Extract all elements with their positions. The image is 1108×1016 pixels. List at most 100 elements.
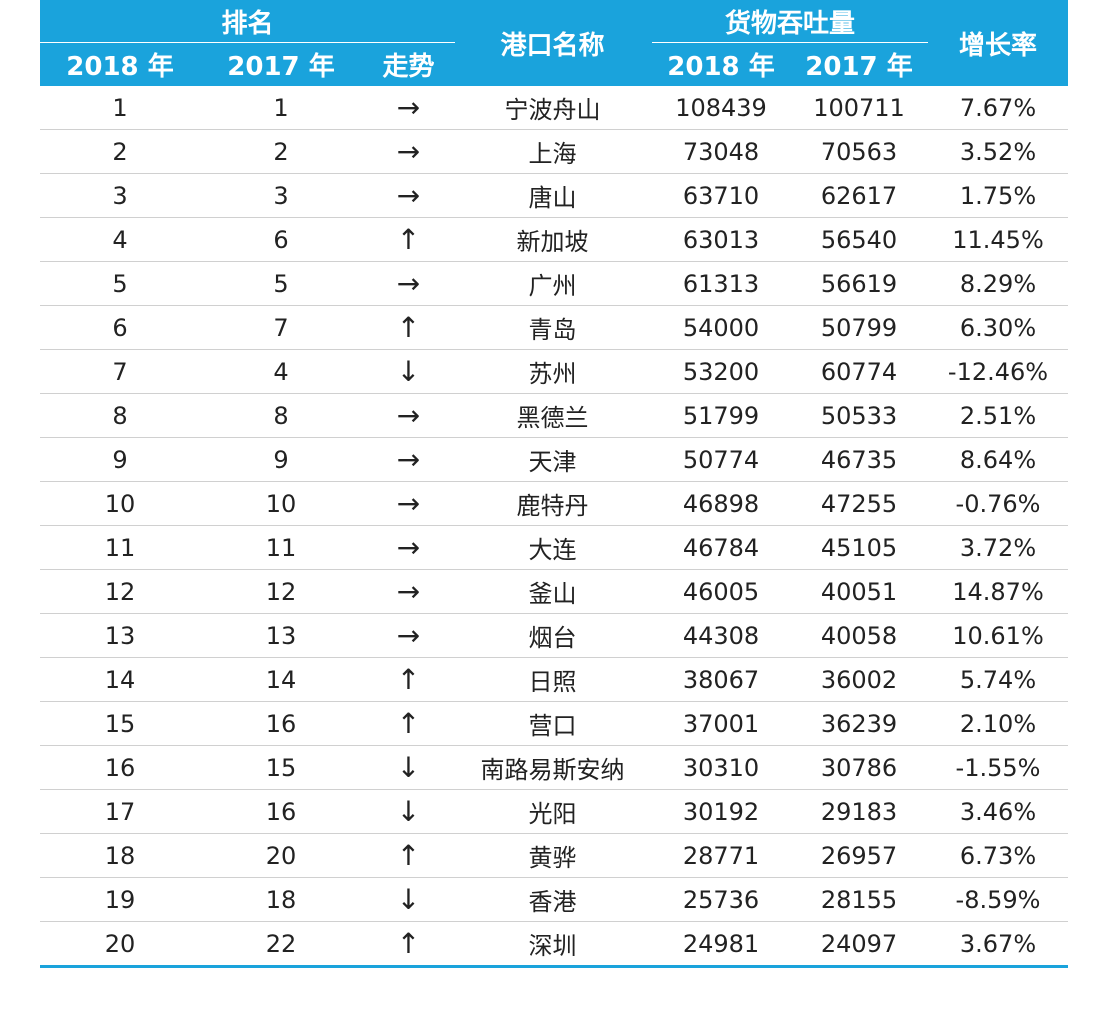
trend-arrow-icon: → [396, 135, 421, 168]
port-name-cell: 香港 [528, 888, 577, 916]
throughput-2017-cell: 30786 [820, 753, 898, 782]
throughput-2017-cell: 60774 [820, 357, 898, 386]
rank-2017-header: 2017 年 [227, 52, 335, 82]
throughput-2018-cell: 30192 [682, 797, 760, 826]
port-name-cell: 黑德兰 [516, 404, 589, 432]
rank-2018-cell: 9 [112, 445, 128, 474]
throughput-2017-cell: 40051 [820, 577, 898, 606]
growth-rate-cell: -1.55% [955, 753, 1041, 782]
growth-rate-cell: -12.46% [947, 357, 1049, 386]
growth-rate-cell: 2.51% [959, 401, 1037, 430]
port-name-cell: 釜山 [528, 580, 577, 608]
table-row: 17 16 ↓ 光阳 30192 29183 3.46% [40, 790, 1068, 834]
table-row: 20 22 ↑ 深圳 24981 24097 3.67% [40, 922, 1068, 965]
rank-2017-cell: 6 [273, 225, 289, 254]
rank-2018-cell: 7 [112, 357, 128, 386]
rank-2018-cell: 3 [112, 181, 128, 210]
rank-2017-cell: 2 [273, 137, 289, 166]
port-name-cell: 黄骅 [528, 844, 577, 872]
throughput-2017-cell: 50533 [820, 401, 898, 430]
port-name-cell: 青岛 [528, 316, 577, 344]
port-name-header: 港口名称 [500, 30, 605, 61]
throughput-2017-header: 2017 年 [805, 52, 913, 82]
rank-2017-cell: 5 [273, 269, 289, 298]
throughput-2017-cell: 26957 [820, 841, 898, 870]
table-row: 16 15 ↓ 南路易斯安纳 30310 30786 -1.55% [40, 746, 1068, 790]
throughput-2018-cell: 24981 [682, 929, 760, 958]
throughput-2017-cell: 100711 [813, 93, 905, 122]
growth-rate-cell: -8.59% [955, 885, 1041, 914]
growth-rate-cell: 8.64% [959, 445, 1037, 474]
growth-rate-cell: 7.67% [959, 93, 1037, 122]
growth-rate-cell: 5.74% [959, 665, 1037, 694]
throughput-2017-cell: 62617 [820, 181, 898, 210]
rank-group-header: 排名 [221, 8, 274, 39]
growth-rate-cell: 3.67% [959, 929, 1037, 958]
rank-2017-cell: 13 [265, 621, 297, 650]
table-row: 8 8 → 黑德兰 51799 50533 2.51% [40, 394, 1068, 438]
rank-2018-cell: 6 [112, 313, 128, 342]
rank-2018-cell: 18 [104, 841, 136, 870]
throughput-2018-cell: 44308 [682, 621, 760, 650]
table-row: 4 6 ↑ 新加坡 63013 56540 11.45% [40, 218, 1068, 262]
table-header: 排名 港口名称 货物吞吐量 增长率 2018 年 2017 年 走势 2018 … [40, 0, 1068, 86]
rank-2018-cell: 2 [112, 137, 128, 166]
throughput-2018-cell: 61313 [682, 269, 760, 298]
rank-2018-cell: 5 [112, 269, 128, 298]
rank-2017-cell: 22 [265, 929, 297, 958]
rank-2018-cell: 1 [112, 93, 128, 122]
trend-arrow-icon: ↓ [396, 751, 421, 784]
trend-arrow-icon: ↑ [396, 927, 421, 960]
rank-2017-cell: 4 [273, 357, 289, 386]
table-row: 1 1 → 宁波舟山 108439 100711 7.67% [40, 86, 1068, 130]
trend-arrow-icon: → [396, 487, 421, 520]
throughput-2018-cell: 108439 [675, 93, 767, 122]
rank-2018-cell: 19 [104, 885, 136, 914]
throughput-2018-cell: 50774 [682, 445, 760, 474]
table-row: 2 2 → 上海 73048 70563 3.52% [40, 130, 1068, 174]
port-name-cell: 营口 [528, 712, 577, 740]
port-name-cell: 大连 [528, 536, 577, 564]
rank-2017-cell: 16 [265, 797, 297, 826]
trend-arrow-icon: → [396, 399, 421, 432]
rank-2017-cell: 15 [265, 753, 297, 782]
growth-rate-cell: 2.10% [959, 709, 1037, 738]
port-name-cell: 唐山 [528, 184, 577, 212]
table-row: 6 7 ↑ 青岛 54000 50799 6.30% [40, 306, 1068, 350]
rank-2017-cell: 12 [265, 577, 297, 606]
rank-2017-cell: 16 [265, 709, 297, 738]
table-row: 7 4 ↓ 苏州 53200 60774 -12.46% [40, 350, 1068, 394]
trend-arrow-icon: ↑ [396, 839, 421, 872]
growth-rate-cell: 3.46% [959, 797, 1037, 826]
rank-2018-cell: 4 [112, 225, 128, 254]
throughput-2018-cell: 25736 [682, 885, 760, 914]
rank-2018-cell: 16 [104, 753, 136, 782]
table-row: 19 18 ↓ 香港 25736 28155 -8.59% [40, 878, 1068, 922]
trend-arrow-icon: ↓ [396, 883, 421, 916]
throughput-2018-header: 2018 年 [667, 52, 775, 82]
rank-2017-cell: 9 [273, 445, 289, 474]
trend-arrow-icon: ↑ [396, 707, 421, 740]
throughput-2017-cell: 45105 [820, 533, 898, 562]
throughput-2017-cell: 24097 [820, 929, 898, 958]
growth-rate-cell: 3.72% [959, 533, 1037, 562]
throughput-2017-cell: 70563 [820, 137, 898, 166]
table-row: 14 14 ↑ 日照 38067 36002 5.74% [40, 658, 1068, 702]
rank-2018-cell: 13 [104, 621, 136, 650]
rank-2018-cell: 12 [104, 577, 136, 606]
throughput-2017-cell: 36239 [820, 709, 898, 738]
throughput-group-divider [652, 42, 928, 43]
throughput-2018-cell: 73048 [682, 137, 760, 166]
rank-2018-cell: 14 [104, 665, 136, 694]
trend-arrow-icon: ↓ [396, 355, 421, 388]
throughput-2018-cell: 63710 [682, 181, 760, 210]
growth-rate-cell: 14.87% [952, 577, 1044, 606]
rank-2018-cell: 17 [104, 797, 136, 826]
trend-arrow-icon: → [396, 267, 421, 300]
table-body: 1 1 → 宁波舟山 108439 100711 7.67% 2 2 → 上海 73048 70563 3… [40, 86, 1068, 965]
throughput-2017-cell: 50799 [820, 313, 898, 342]
table-row: 10 10 → 鹿特丹 46898 47255 -0.76% [40, 482, 1068, 526]
table-row: 3 3 → 唐山 63710 62617 1.75% [40, 174, 1068, 218]
rank-2018-header: 2018 年 [66, 52, 174, 82]
throughput-2018-cell: 30310 [682, 753, 760, 782]
